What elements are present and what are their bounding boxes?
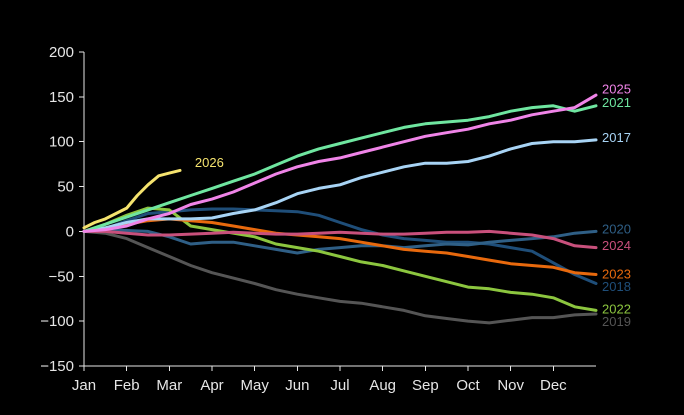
series-label-2020: 2020 [602,222,631,237]
series-line-2024 [82,229,598,250]
x-tick-label: Dec [540,377,567,394]
y-tick-label: 200 [49,44,74,61]
y-tick-label: 0 [66,223,74,240]
series-label-2025: 2025 [602,82,631,97]
y-tick-label: −50 [49,268,74,285]
y-tick-label: −100 [40,313,74,330]
series-label-2018: 2018 [602,279,631,294]
series-line-2026 [82,168,182,230]
x-axis: Jan Feb Mar Apr May Jun Jul Aug Sep Oct Nov Dec [72,365,596,394]
x-tick-label: Feb [114,377,140,394]
series-label-2022: 2022 [602,301,631,316]
x-tick-label: Nov [497,377,524,394]
x-tick-label: May [240,377,269,394]
series-line-2019 [82,229,598,325]
series-label-2017: 2017 [602,130,631,145]
x-tick-label: Oct [456,377,480,394]
y-axis: 200 150 100 50 0 −50 −100 −150 [40,44,85,375]
x-tick-label: Jun [285,377,309,394]
x-tick-label: Jan [72,377,96,394]
series-label-2026: 2026 [195,155,224,170]
series-label-2019: 2019 [602,314,631,329]
x-tick-label: Jul [330,377,349,394]
y-tick-label: 150 [49,89,74,106]
x-tick-label: Mar [156,377,182,394]
x-tick-label: Aug [369,377,396,394]
series-label-2024: 2024 [602,238,631,253]
series-lines [82,93,598,325]
series-line-2025 [82,93,598,233]
series-label-2023: 2023 [602,266,631,281]
y-tick-label: 100 [49,134,74,151]
x-tick-label: Sep [412,377,439,394]
x-tick-label: Apr [200,377,223,394]
series-line-2017 [82,138,598,233]
series-label-2021: 2021 [602,95,631,110]
series-line-2021 [82,104,598,233]
series-line-2022 [82,206,598,312]
series-line-2020 [82,228,598,255]
y-tick-label: 50 [57,179,74,196]
y-tick-label: −150 [40,358,74,375]
